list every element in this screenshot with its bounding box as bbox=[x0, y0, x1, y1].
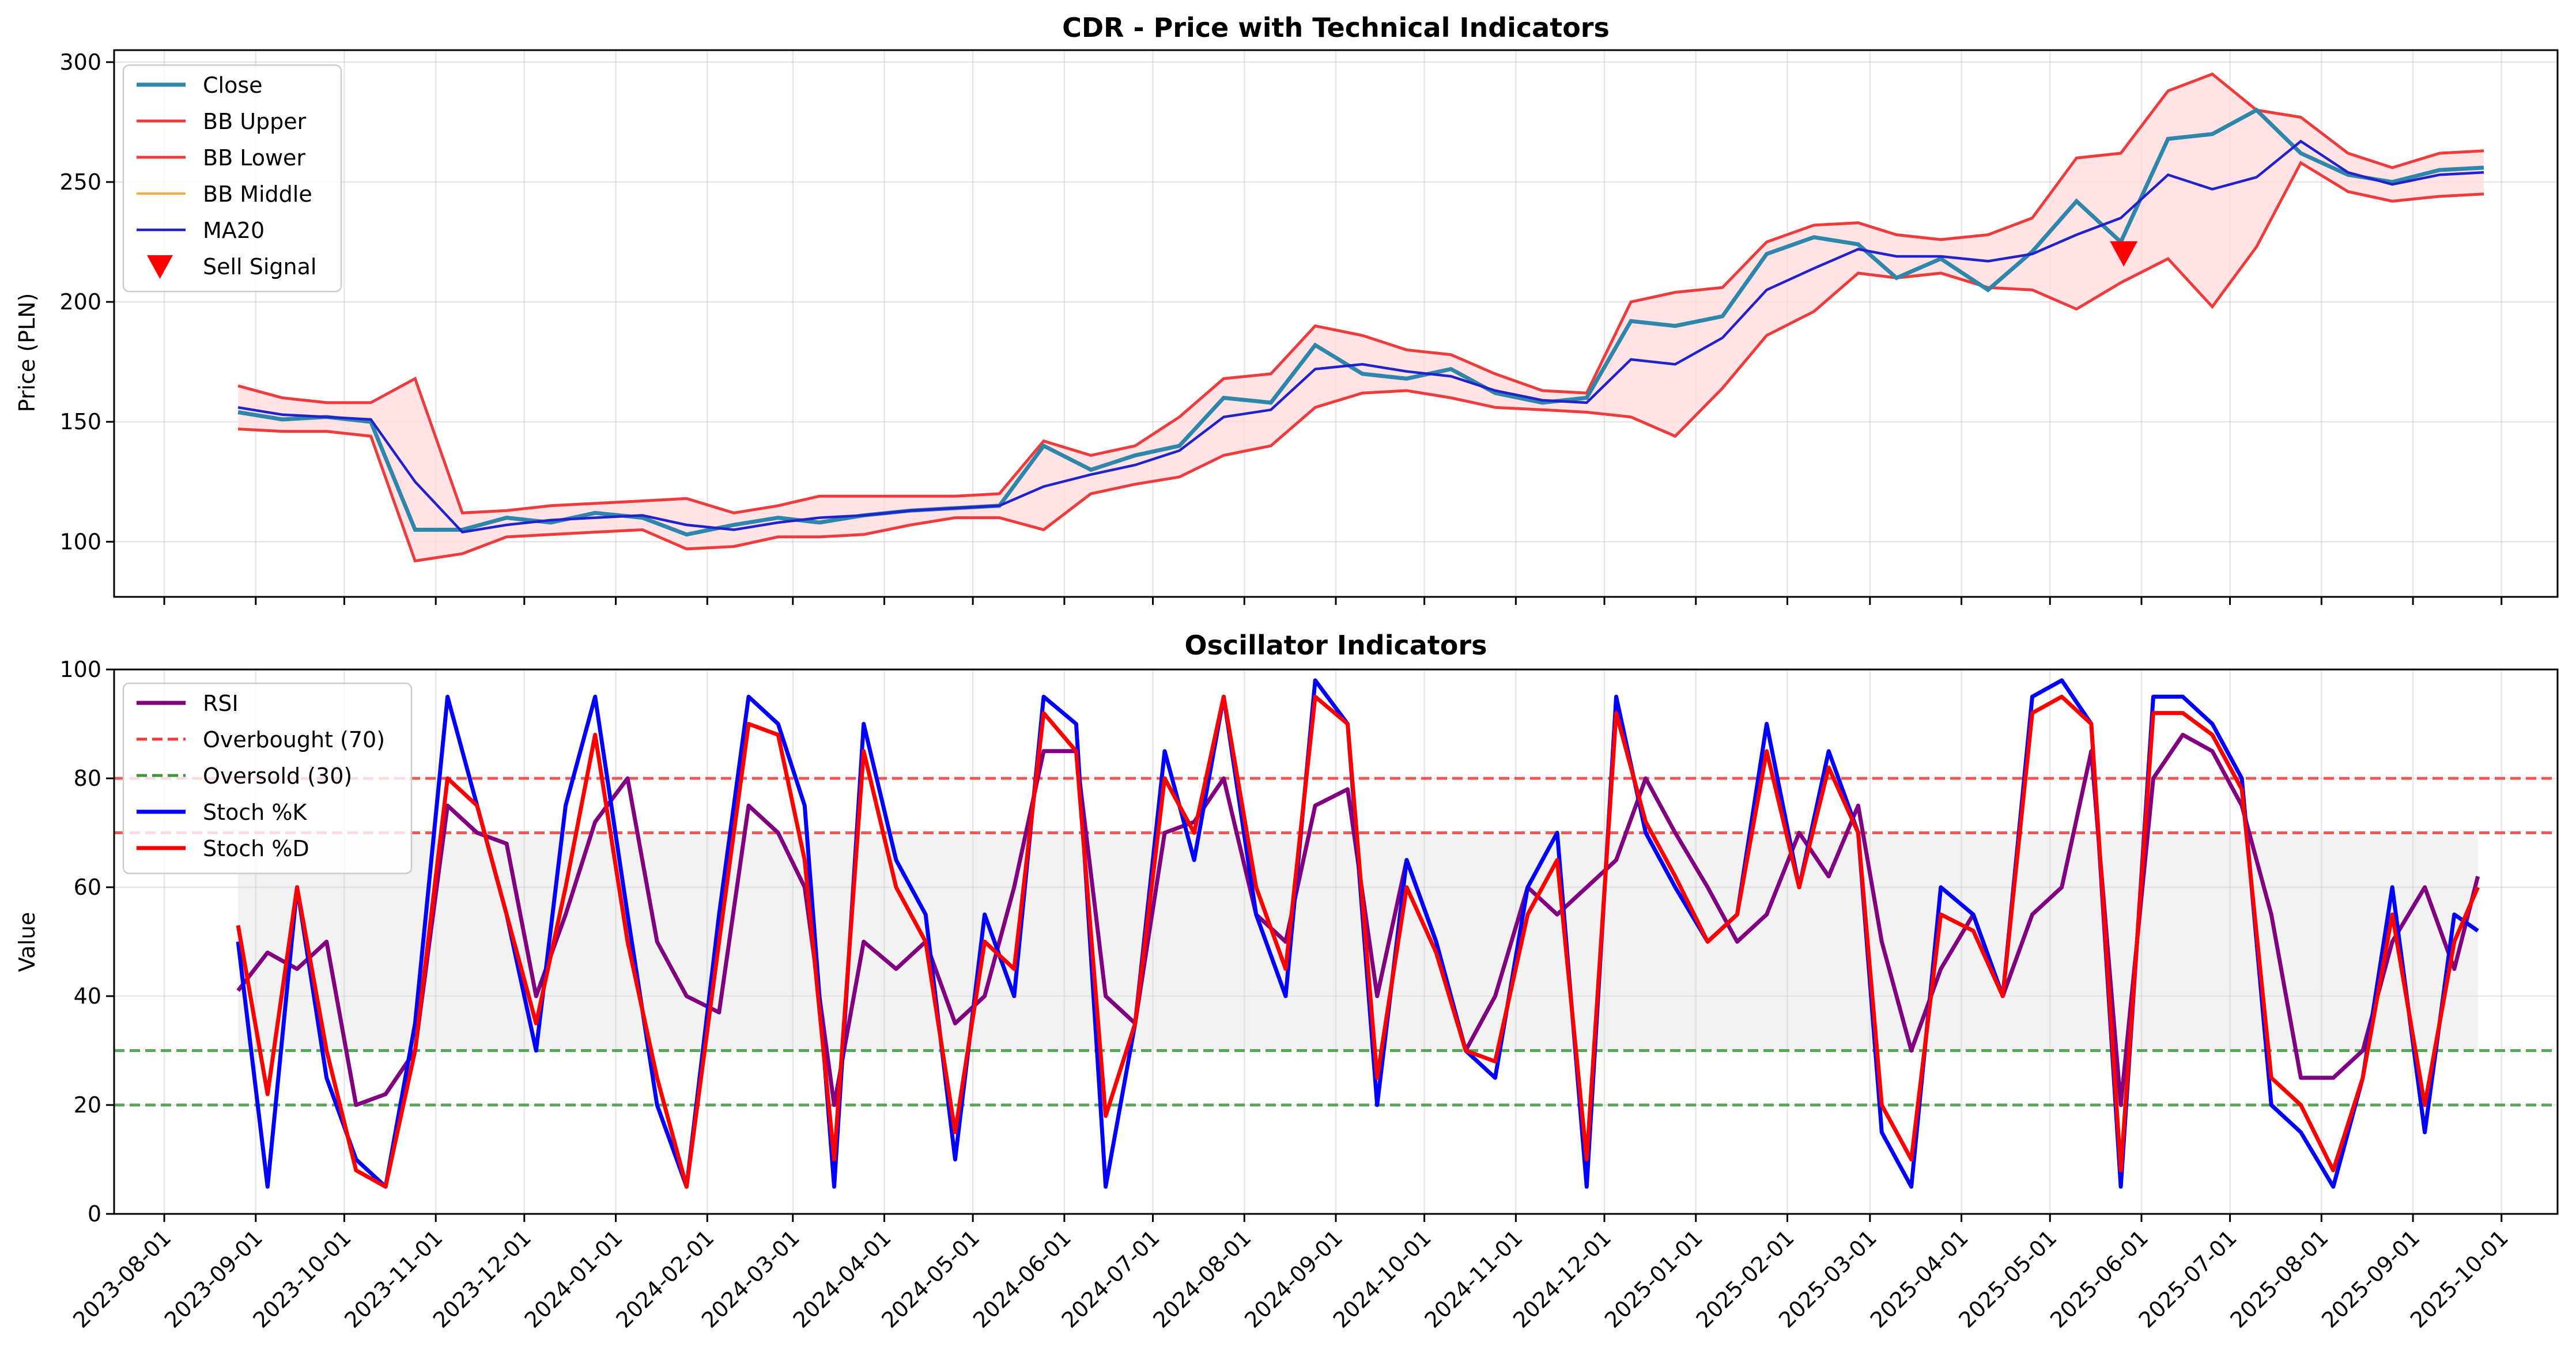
threshold-lines bbox=[114, 777, 2558, 1107]
y-tick-label: 150 bbox=[59, 409, 101, 434]
legend-label-stoch-d: Stoch %D bbox=[203, 836, 309, 861]
legend-label-bb-lower: BB Lower bbox=[203, 145, 305, 171]
sell-signal-marker bbox=[2110, 241, 2138, 267]
series-line-ma20 bbox=[237, 139, 2484, 534]
y-tick-label: 40 bbox=[74, 983, 101, 1009]
x-tick-label: 2024-08-01 bbox=[1148, 1225, 1256, 1333]
series-line-bb-upper bbox=[237, 72, 2484, 514]
price-panel: CDR - Price with Technical Indicators Pr… bbox=[14, 12, 2559, 605]
x-tick-label: 2023-08-01 bbox=[68, 1225, 176, 1333]
oscillator-panel: Oscillator Indicators Value 0 20 40 60 80 100… bbox=[14, 630, 2559, 1333]
price-chart-title: CDR - Price with Technical Indicators bbox=[1062, 12, 1610, 43]
y-tick-label: 100 bbox=[59, 529, 101, 554]
oscillator-y-axis-label: Value bbox=[14, 912, 40, 972]
x-tick-label: 2025-01-01 bbox=[1600, 1225, 1708, 1333]
y-tick-label: 20 bbox=[74, 1092, 101, 1118]
legend-label-oversold: Oversold (30) bbox=[203, 763, 352, 789]
y-tick-label: 100 bbox=[59, 657, 101, 682]
oscillator-y-ticks: 0 20 40 60 80 100 bbox=[59, 657, 114, 1227]
legend-label-overbought: Overbought (70) bbox=[203, 727, 385, 752]
x-tick-label: 2024-01-01 bbox=[520, 1225, 628, 1333]
legend-label-sell-signal: Sell Signal bbox=[203, 254, 316, 279]
legend-swatch-sell-signal bbox=[147, 255, 173, 279]
price-y-axis-label: Price (PLN) bbox=[14, 293, 40, 413]
legend-label-bb-middle: BB Middle bbox=[203, 181, 312, 207]
price-grid bbox=[114, 50, 2558, 597]
price-y-ticks: 100 150 200 250 300 bbox=[59, 50, 114, 554]
legend-label-close: Close bbox=[203, 73, 263, 98]
legend-label-stoch-k: Stoch %K bbox=[203, 800, 307, 825]
legend-label-rsi: RSI bbox=[203, 691, 239, 716]
series-line-close bbox=[237, 107, 2484, 537]
oscillator-axes-frame bbox=[113, 668, 2559, 1215]
oscillator-legend: RSI Overbought (70) Oversold (30) Stoch … bbox=[122, 682, 413, 875]
legend-label-ma20: MA20 bbox=[203, 218, 265, 243]
y-tick-label: 0 bbox=[88, 1201, 101, 1227]
x-tick-label: 2025-08-01 bbox=[2225, 1225, 2333, 1333]
y-tick-label: 60 bbox=[74, 875, 101, 900]
bollinger-band-fill bbox=[238, 74, 2484, 561]
y-tick-label: 250 bbox=[59, 169, 101, 195]
oscillator-chart-title: Oscillator Indicators bbox=[1185, 630, 1487, 661]
date-x-ticks: 2023-08-012023-09-012023-10-012023-11-01… bbox=[68, 1214, 2513, 1333]
price-legend: Close BB Upper BB Lower BB Middle MA20 S… bbox=[122, 64, 342, 293]
legend-label-bb-upper: BB Upper bbox=[203, 109, 307, 134]
price-axes-frame bbox=[113, 49, 2559, 598]
y-tick-label: 200 bbox=[59, 289, 101, 315]
series-line-stoch-d bbox=[236, 694, 2480, 1189]
y-tick-label: 300 bbox=[59, 50, 101, 75]
y-tick-label: 80 bbox=[74, 766, 101, 791]
price-x-ticks bbox=[163, 597, 2503, 605]
series-line-bb-lower bbox=[237, 161, 2484, 563]
